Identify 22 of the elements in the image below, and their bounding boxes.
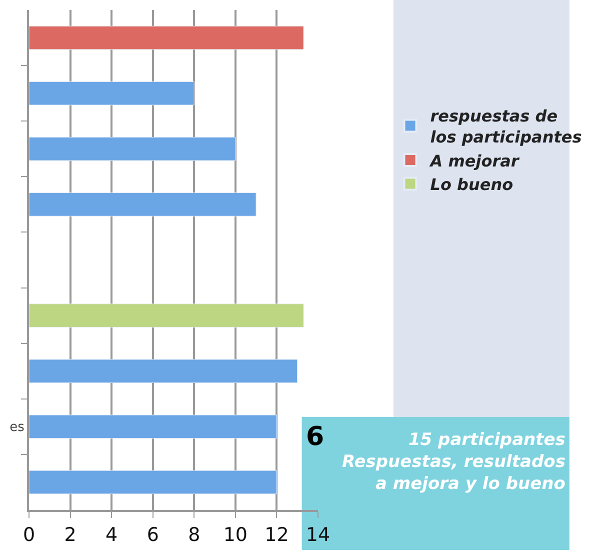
x-tick-label: 12 bbox=[264, 524, 289, 546]
bar bbox=[29, 304, 304, 328]
bar bbox=[29, 81, 194, 106]
bar bbox=[29, 192, 256, 216]
bar bbox=[29, 470, 277, 494]
annotation: 6 bbox=[306, 422, 324, 452]
x-tick-label: 4 bbox=[106, 524, 118, 546]
legend-label: A mejorar bbox=[428, 151, 520, 170]
bar bbox=[29, 359, 298, 384]
legend-label: Lo bueno bbox=[430, 175, 514, 194]
text: 15 participantes Respuestas, resultados a mejora y lo bueno bbox=[342, 430, 566, 494]
x-tick-label: 2 bbox=[64, 524, 76, 546]
bar bbox=[29, 26, 304, 50]
x-tick-label: 8 bbox=[188, 524, 200, 546]
x-tick-label: 6 bbox=[146, 524, 159, 546]
x-tick-label: 10 bbox=[223, 524, 248, 546]
y-tick-label: es bbox=[10, 420, 25, 436]
legend-label: respuestas de los participantes bbox=[430, 106, 582, 146]
x-tick-label: 14 bbox=[306, 524, 330, 546]
bar bbox=[29, 414, 277, 439]
x-tick-label: 0 bbox=[22, 524, 36, 546]
bar bbox=[29, 136, 236, 161]
